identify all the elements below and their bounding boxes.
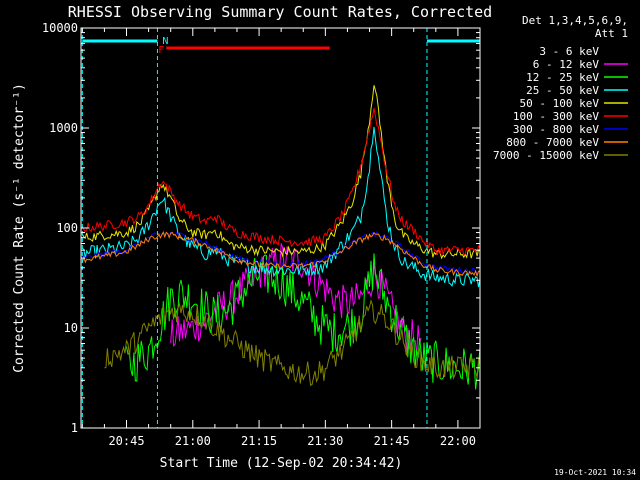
detectors-label: Det 1,3,4,5,6,9, xyxy=(522,14,628,27)
legend-label: 800 - 7000 keV xyxy=(506,136,599,149)
legend-label: 3 - 6 keV xyxy=(539,45,599,58)
y-axis-label: Corrected Count Rate (s⁻¹ detector⁻¹) xyxy=(12,83,27,373)
x-tick-label: 20:45 xyxy=(108,434,144,448)
series-12-25-keVkev-trace xyxy=(126,253,481,390)
footer-date: 19-Oct-2021 10:34 xyxy=(554,468,636,477)
x-tick-label: 21:00 xyxy=(175,434,211,448)
x-tick-label: 22:00 xyxy=(440,434,476,448)
legend-label: 100 - 300 keV xyxy=(513,110,599,123)
attenuator-label: Att 1 xyxy=(595,27,628,40)
x-tick-label: 21:15 xyxy=(241,434,277,448)
axes: 1 10 100 1000 10000 20:45 21:00 21:15 21:30 21:45… xyxy=(42,21,481,448)
legend-label: 50 - 100 keV xyxy=(520,97,600,110)
legend-label: 25 - 50 keV xyxy=(526,84,599,97)
legend-label: 7000 - 15000 keV xyxy=(493,149,599,162)
legend-label: 6 - 12 keV xyxy=(533,58,600,71)
series-100-300-keVkev-trace xyxy=(81,108,481,256)
flare-marker: F xyxy=(158,45,164,56)
series-800-7000-keVkev-trace xyxy=(81,230,481,278)
night-marker: N xyxy=(162,36,168,47)
y-tick-label: 1 xyxy=(71,421,78,435)
y-tick-label: 10 xyxy=(64,321,78,335)
series-50-100-keVkev-trace xyxy=(81,85,481,260)
x-axis-label: Start Time (12-Sep-02 20:34:42) xyxy=(160,456,403,471)
series-3-6-keVkev-trace xyxy=(179,279,435,430)
y-tick-label: 10000 xyxy=(42,21,78,35)
chart-title: RHESSI Observing Summary Count Rates, Co… xyxy=(68,3,492,21)
x-tick-label: 21:30 xyxy=(307,434,343,448)
legend-label: 12 - 25 keV xyxy=(526,71,599,84)
data-traces xyxy=(81,85,481,430)
y-tick-label: 1000 xyxy=(49,121,78,135)
series-25-50-keVkev-trace xyxy=(82,126,481,288)
series-7000-15000-keVkev-trace xyxy=(104,299,481,387)
y-tick-label: 100 xyxy=(56,221,78,235)
legend-label: 300 - 800 keV xyxy=(513,123,599,136)
x-tick-label: 21:45 xyxy=(374,434,410,448)
